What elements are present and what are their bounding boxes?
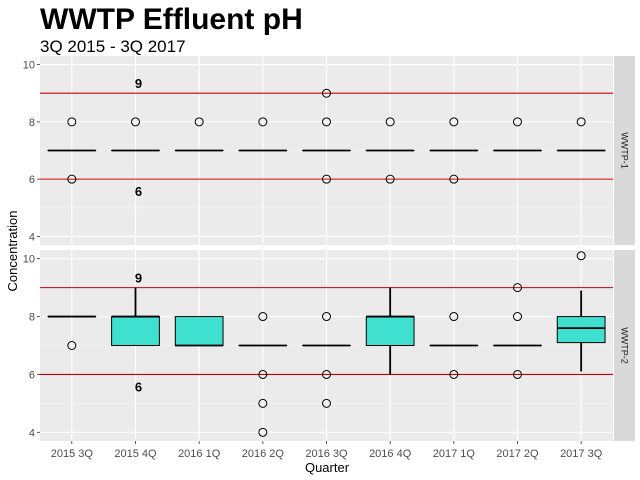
outlier-point	[322, 369, 331, 379]
outlier-point	[322, 312, 331, 322]
box-body	[556, 316, 606, 344]
x-tick-label: 2016 4Q	[369, 448, 412, 460]
y-tick-label: 8	[29, 117, 35, 129]
outlier-point	[67, 341, 77, 350]
y-tick-label: 8	[29, 312, 35, 324]
boxplot	[302, 312, 351, 408]
facet-panels: 4 6 8 10 9 6 WWTP-1 4 6 8 10 9 6 WWTP-2	[23, 56, 635, 441]
y-tick-label: 4	[29, 231, 35, 243]
outlier-point	[385, 174, 395, 184]
outlier-point	[576, 117, 586, 127]
y-tick-label: 6	[29, 369, 35, 381]
boxplot	[238, 117, 288, 152]
x-tick-label: 2017 1Q	[433, 448, 476, 460]
facet-panel: 4 6 8 10 9 6 WWTP-1	[23, 56, 635, 245]
facet-strip-label: WWTP-2	[620, 327, 630, 364]
outlier-point	[322, 174, 331, 184]
box-body	[174, 316, 224, 347]
x-tick-label: 2017 2Q	[496, 448, 539, 460]
outlier-point	[67, 174, 77, 184]
reference-line-label: 6	[135, 184, 142, 199]
outlier-point	[131, 117, 140, 127]
x-tick-label: 2016 1Q	[178, 448, 221, 460]
x-axis-ticks: 2015 3Q 2015 4Q 2016 1Q 2016 2Q 2016 3Q 2016 …	[51, 441, 603, 460]
facet-strip	[614, 56, 635, 245]
boxplot	[174, 316, 224, 347]
boxplot	[365, 117, 415, 184]
outlier-point	[67, 117, 77, 127]
outlier-point	[322, 398, 331, 408]
x-axis-title: Quarter	[305, 460, 350, 475]
x-tick-label: 2015 3Q	[51, 448, 94, 460]
box-body	[111, 316, 160, 347]
reference-line-label: 9	[135, 271, 142, 286]
outlier-point	[449, 117, 459, 127]
x-tick-label: 2016 2Q	[242, 448, 285, 460]
outlier-point	[513, 283, 522, 293]
boxplot	[429, 117, 479, 184]
facet-panel: 4 6 8 10 9 6 WWTP-2	[23, 250, 635, 441]
outlier-point	[258, 312, 268, 322]
boxplot	[47, 315, 97, 350]
boxplot	[111, 287, 160, 347]
boxplot	[174, 117, 224, 152]
y-tick-label: 10	[23, 60, 35, 72]
outlier-point	[513, 117, 522, 127]
outlier-point	[194, 117, 204, 127]
outlier-point	[258, 427, 268, 437]
x-tick-label: 2015 4Q	[114, 448, 157, 460]
outlier-point	[513, 369, 522, 379]
boxplot	[556, 117, 606, 152]
outlier-point	[258, 369, 268, 379]
boxplot	[493, 283, 542, 379]
y-tick-label: 4	[29, 427, 35, 439]
outlier-point	[322, 88, 331, 98]
outlier-point	[576, 251, 586, 261]
reference-line-label: 9	[135, 76, 142, 91]
outlier-point	[513, 312, 522, 322]
boxplot	[302, 88, 351, 184]
boxplot	[47, 117, 97, 184]
facet-strip-label: WWTP-1	[620, 132, 630, 169]
boxplot	[493, 117, 542, 152]
x-tick-label: 2017 3Q	[560, 448, 603, 460]
reference-line-label: 6	[135, 379, 142, 394]
outlier-point	[258, 117, 268, 127]
outlier-point	[449, 174, 459, 184]
chart-title: WWTP Effluent pH	[40, 3, 303, 36]
outlier-point	[449, 369, 459, 379]
outlier-point	[322, 117, 331, 127]
boxplot	[556, 251, 606, 372]
y-tick-label: 10	[23, 254, 35, 266]
boxplot	[111, 117, 160, 152]
boxplot	[238, 312, 288, 437]
y-tick-label: 6	[29, 174, 35, 186]
chart-subtitle: 3Q 2015 - 3Q 2017	[40, 37, 186, 56]
facet-strip	[614, 250, 635, 441]
x-tick-label: 2016 3Q	[305, 448, 348, 460]
outlier-point	[258, 398, 268, 408]
y-axis-title: Concentration	[5, 211, 20, 292]
boxplot	[429, 312, 479, 379]
outlier-point	[385, 117, 395, 127]
outlier-point	[449, 312, 459, 322]
boxplot	[365, 287, 415, 375]
box-body	[365, 316, 415, 347]
